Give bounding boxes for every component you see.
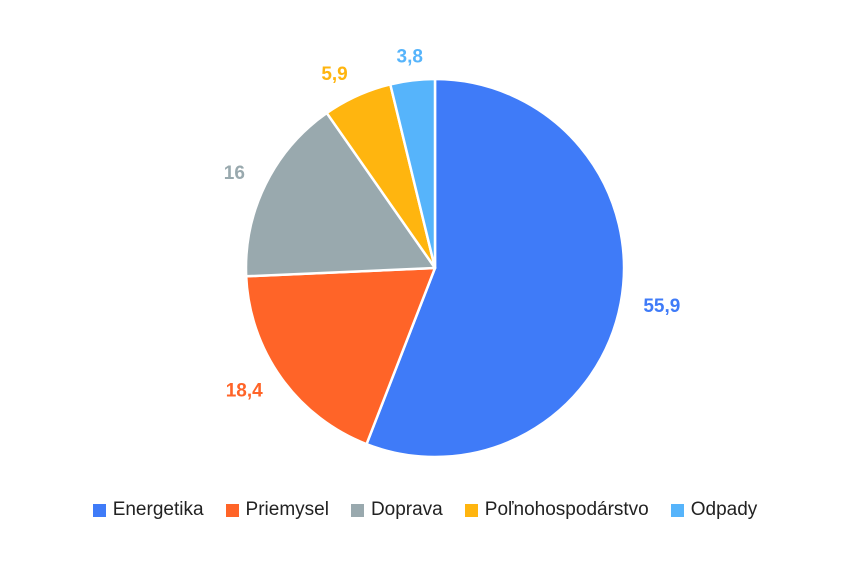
legend-label-1: Priemysel — [245, 499, 329, 520]
legend-swatch-4 — [670, 503, 684, 517]
legend-swatch-0 — [92, 503, 106, 517]
legend: Energetika Priemysel Doprava Poľnohospodárs… — [0, 499, 850, 521]
legend-item-0: Energetika — [92, 499, 204, 521]
legend-label-4: Odpady — [690, 499, 758, 520]
legend-label-0: Energetika — [112, 499, 204, 520]
legend-item-4: Odpady — [670, 499, 758, 521]
pie-slice-4 — [389, 77, 437, 270]
pie-slice-2 — [244, 111, 437, 278]
legend-item-3: Poľnohospodárstvo — [464, 499, 649, 521]
legend-label-2: Doprava — [370, 499, 443, 520]
legend-label-3: Poľnohospodárstvo — [484, 499, 649, 520]
legend-swatch-1 — [225, 503, 239, 517]
pie-slice-1 — [244, 266, 437, 446]
legend-item-1: Priemysel — [225, 499, 329, 521]
legend-swatch-2 — [350, 503, 364, 517]
slice-value-label-3: 5,9 — [321, 64, 347, 85]
slice-value-label-2: 16 — [224, 163, 245, 184]
legend-swatch-3 — [464, 503, 478, 517]
slice-value-label-4: 3,8 — [397, 47, 423, 68]
legend-item-2: Doprava — [350, 499, 443, 521]
slice-value-label-0: 55,9 — [643, 296, 680, 317]
pie-slice-0 — [365, 77, 626, 459]
slice-value-label-1: 18,4 — [226, 381, 263, 402]
